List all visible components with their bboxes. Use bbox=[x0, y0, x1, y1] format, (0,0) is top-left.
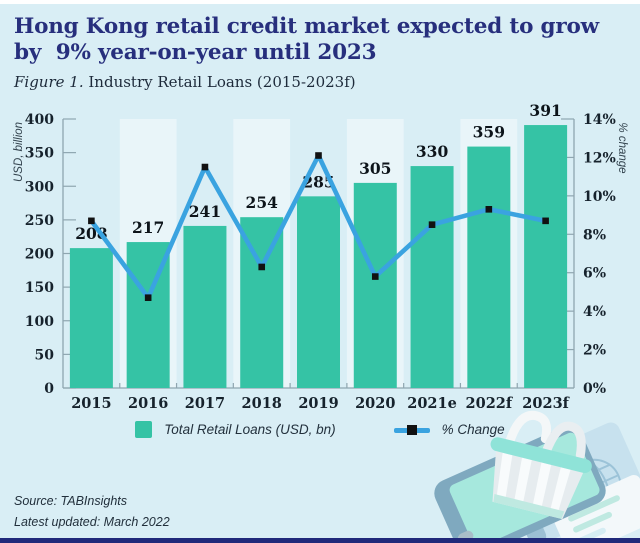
legend-item-total-retail-loans: Total Retail Loans (USD, bn) bbox=[135, 421, 336, 438]
legend-label: Total Retail Loans (USD, bn) bbox=[164, 422, 336, 437]
x-axis-label: 2021e bbox=[407, 395, 457, 412]
left-tick-label: 400 bbox=[25, 112, 54, 128]
left-tick-label: 150 bbox=[25, 280, 54, 296]
page-title: Hong Kong retail credit market expected … bbox=[14, 14, 614, 66]
bar-2022f bbox=[467, 146, 511, 388]
right-tick-label: 8% bbox=[583, 227, 606, 243]
legend-item-percent-change: % Change bbox=[393, 422, 505, 437]
x-axis-label: 2017 bbox=[185, 395, 225, 412]
figure-label: Figure 1. bbox=[14, 73, 84, 91]
bar-value-label: 330 bbox=[416, 142, 449, 161]
x-axis-label: 2018 bbox=[242, 395, 282, 412]
right-tick-label: 14% bbox=[583, 112, 616, 128]
bar-2023f bbox=[524, 125, 568, 389]
shopping-basket-phone-illustration bbox=[434, 410, 640, 540]
line-marker-2020 bbox=[371, 273, 379, 280]
bar-value-label: 241 bbox=[189, 202, 221, 221]
line-marker-2021e bbox=[428, 221, 436, 228]
line-marker-2016 bbox=[144, 294, 152, 301]
source-text: Source: TABInsights bbox=[14, 494, 128, 508]
left-tick-label: 250 bbox=[25, 213, 54, 229]
left-tick-label: 350 bbox=[25, 146, 54, 162]
line-marker-2015 bbox=[88, 217, 95, 225]
right-tick-label: 2% bbox=[583, 343, 606, 359]
bar-series-swatch-icon bbox=[135, 421, 153, 438]
footer: Source: TABInsights Latest updated: Marc… bbox=[14, 491, 170, 533]
left-tick-label: 50 bbox=[35, 347, 55, 363]
right-tick-label: 12% bbox=[583, 150, 616, 166]
figure-caption: Figure 1. Industry Retail Loans (2015-20… bbox=[14, 73, 614, 91]
figure-text: Industry Retail Loans (2015-2023f) bbox=[83, 73, 356, 91]
left-tick-label: 200 bbox=[25, 247, 54, 263]
bar-2019 bbox=[297, 196, 340, 388]
line-series-swatch-icon bbox=[393, 424, 430, 436]
line-marker-2019 bbox=[315, 152, 322, 159]
bar-value-label: 391 bbox=[529, 101, 561, 120]
header: Hong Kong retail credit market expected … bbox=[14, 14, 614, 91]
left-axis-title: USD, billion bbox=[13, 122, 25, 182]
right-tick-label: 0% bbox=[583, 381, 606, 397]
right-tick-label: 10% bbox=[583, 189, 616, 205]
bar-2020 bbox=[353, 182, 397, 388]
bar-value-label: 254 bbox=[246, 193, 279, 212]
line-marker-2017 bbox=[201, 163, 209, 171]
title-line-2: by 9% year-on-year until 2023 bbox=[14, 40, 377, 65]
bar-2021e bbox=[410, 166, 454, 388]
right-tick-label: 4% bbox=[583, 304, 606, 320]
bar-2015 bbox=[69, 248, 113, 388]
bar-value-label: 217 bbox=[132, 218, 164, 237]
bar-value-label: 305 bbox=[359, 159, 391, 178]
x-axis-label: 2023f bbox=[522, 395, 570, 412]
x-axis-label: 2019 bbox=[298, 395, 338, 412]
line-marker-2023f bbox=[542, 217, 549, 225]
right-tick-label: 6% bbox=[583, 266, 606, 282]
bar-2017 bbox=[183, 225, 227, 388]
left-tick-label: 0 bbox=[44, 381, 54, 397]
line-marker-2022f bbox=[485, 206, 493, 213]
updated-text: Latest updated: March 2022 bbox=[14, 515, 170, 529]
bottom-border bbox=[0, 538, 640, 543]
right-axis-title: % change bbox=[616, 122, 628, 173]
title-line-1: Hong Kong retail credit market expected … bbox=[14, 14, 599, 39]
x-axis-label: 2020 bbox=[355, 395, 395, 412]
left-tick-label: 300 bbox=[25, 179, 54, 195]
x-axis-label: 2022f bbox=[466, 395, 514, 412]
x-axis-label: 2016 bbox=[128, 395, 168, 412]
line-marker-2018 bbox=[258, 263, 266, 271]
chart-legend: Total Retail Loans (USD, bn) % Change bbox=[0, 421, 640, 438]
x-axis-label: 2015 bbox=[71, 395, 111, 412]
bar-value-label: 359 bbox=[473, 123, 505, 142]
left-tick-label: 100 bbox=[25, 314, 54, 330]
top-border bbox=[0, 0, 640, 4]
legend-label: % Change bbox=[441, 422, 505, 437]
